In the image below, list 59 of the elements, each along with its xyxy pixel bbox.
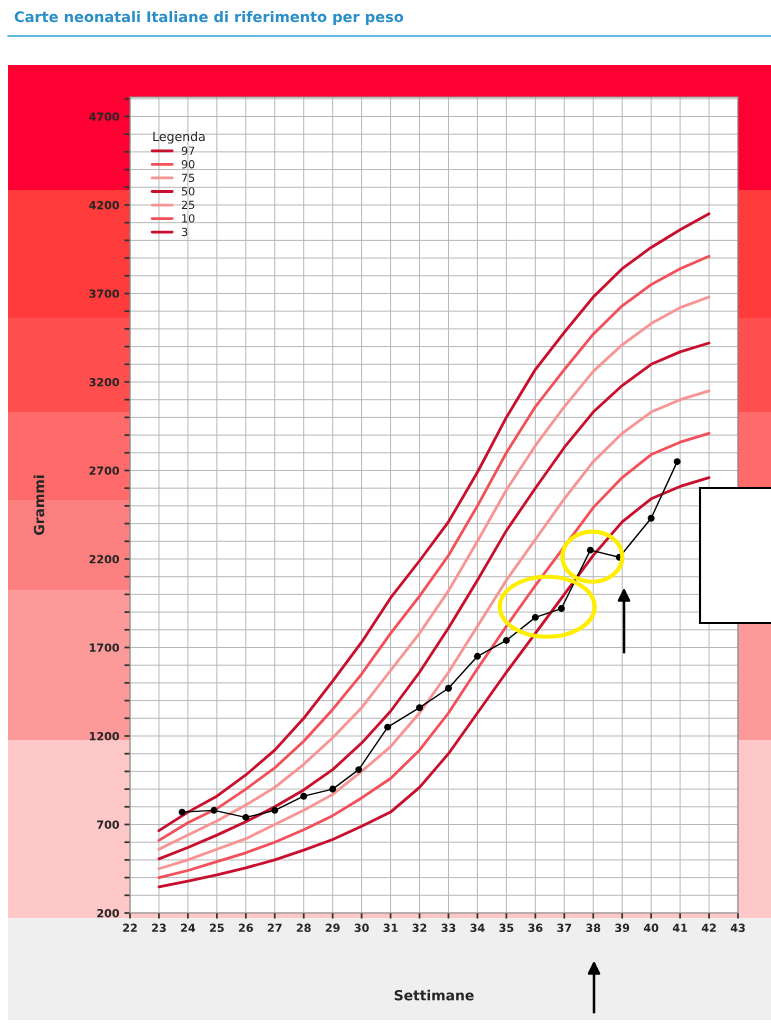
y-tick-label: 1200	[89, 731, 120, 741]
x-tick-label: 31	[383, 923, 398, 933]
x-tick-label: 27	[267, 923, 282, 932]
x-tick-label: 38	[586, 923, 601, 933]
x-tick-label: 29	[325, 923, 340, 933]
x-tick-label: 24	[181, 923, 196, 932]
point	[586, 546, 594, 554]
x-tick-label: 28	[296, 923, 311, 933]
x-tick-label: 41	[672, 923, 688, 932]
x-tick-label: 25	[210, 923, 224, 933]
point	[531, 613, 539, 621]
y-tick-label: 3700	[89, 289, 120, 298]
point	[242, 813, 250, 821]
point	[673, 458, 681, 466]
point	[271, 806, 279, 814]
x-tick-label: 35	[499, 923, 514, 933]
legend-label: 50	[181, 187, 195, 196]
x-tick-label: 32	[412, 923, 427, 933]
x-tick-label: 43	[730, 923, 745, 933]
x-tick-label: 34	[470, 923, 485, 933]
legend-label: 97	[181, 146, 195, 155]
x-tick-label: 42	[701, 923, 716, 932]
point	[502, 636, 510, 644]
y-axis-title: Grammi	[33, 475, 45, 535]
y-tick-label: 1700	[89, 643, 120, 652]
point	[384, 723, 392, 731]
x-tick-label: 40	[643, 923, 659, 933]
y-tick-label: 4700	[89, 112, 120, 121]
y-tick-label: 2200	[89, 554, 120, 564]
point	[355, 766, 363, 774]
point	[473, 652, 481, 660]
x-tick-label: 22	[123, 923, 137, 932]
x-tick-label: 30	[354, 923, 369, 933]
legend-label: 90	[181, 160, 195, 169]
y-tick-label: 3200	[89, 377, 120, 387]
x-tick-label: 39	[615, 923, 630, 933]
legend-label: 3	[181, 227, 188, 237]
x-tick-label: 37	[557, 923, 572, 933]
legend-label: 75	[181, 173, 195, 183]
point	[210, 806, 218, 814]
y-tick-label: 4200	[89, 200, 120, 210]
chart-title: Carte neonatali Italiane di riferimento per peso	[14, 10, 404, 26]
y-tick-label: 2700	[89, 466, 120, 475]
x-tick-label: 33	[441, 923, 456, 933]
point	[416, 704, 423, 712]
legend-label: 10	[182, 214, 195, 223]
legend-label: 25	[181, 200, 195, 210]
x-tick-label: 26	[238, 923, 253, 933]
x-tick-label: 23	[152, 923, 166, 933]
y-tick-label: 700	[97, 820, 120, 829]
point	[329, 785, 337, 793]
point	[647, 514, 655, 522]
x-axis-title: Settimane	[394, 989, 474, 1001]
y-tick-label: 200	[97, 908, 120, 918]
point	[445, 684, 452, 692]
legend-title: Legenda	[153, 131, 205, 144]
x-tick-label: 36	[528, 923, 543, 933]
point	[557, 605, 565, 613]
point	[300, 792, 308, 800]
